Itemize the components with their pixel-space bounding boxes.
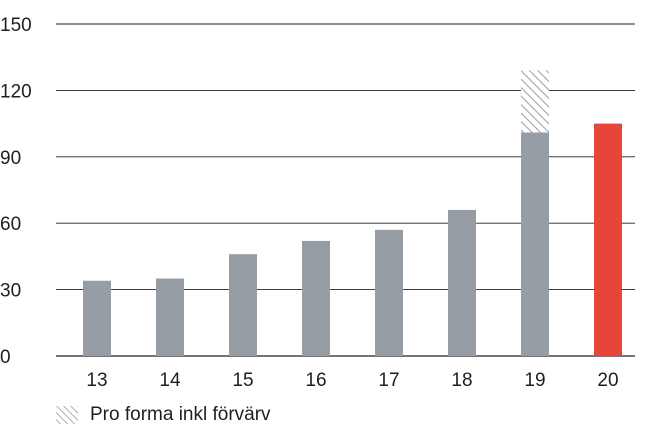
hatch-swatch-icon: [56, 405, 78, 424]
bar-chart: 0 30 60 90 120 150 13 14 15 16 17 18 19 20: [0, 15, 635, 391]
x-tick-label: 19: [524, 370, 545, 391]
legend-label-pro-forma: Pro forma inkl förvärv: [90, 404, 271, 425]
bar-13: [83, 280, 111, 356]
y-tick-label: 150: [0, 15, 32, 36]
x-tick-label: 18: [451, 370, 472, 391]
x-tick-label: 14: [159, 370, 181, 391]
bar-18: [448, 209, 476, 356]
y-tick-label: 30: [0, 281, 21, 302]
legend: Pro forma inkl förvärv: [56, 405, 271, 424]
y-tick-label: 90: [0, 148, 21, 169]
y-tick-label: 0: [0, 347, 11, 368]
bar-16: [302, 240, 330, 356]
bar-15: [229, 254, 257, 356]
x-tick-label: 17: [378, 370, 399, 391]
bar-20: [594, 123, 622, 356]
x-tick-label: 20: [597, 370, 618, 391]
y-tick-label: 120: [0, 81, 32, 102]
bar-19: [521, 132, 549, 356]
bar-14: [156, 278, 184, 356]
bar-pro-forma-19: [521, 70, 549, 133]
x-tick-label: 15: [232, 370, 253, 391]
x-tick-label: 13: [86, 370, 107, 391]
y-tick-label: 60: [0, 214, 21, 235]
x-tick-label: 16: [305, 370, 326, 391]
bar-17: [375, 229, 403, 356]
